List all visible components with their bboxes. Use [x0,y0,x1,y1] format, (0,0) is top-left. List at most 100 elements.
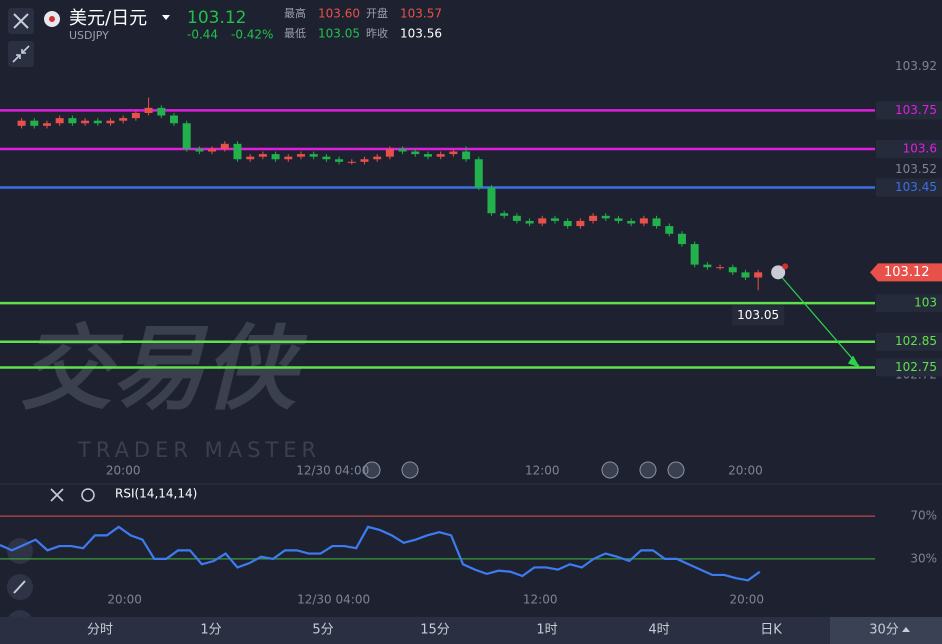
candle-body [487,187,496,214]
low-label: 最低 [284,27,306,40]
toolbar-item[interactable]: 分时 [87,623,113,638]
x-tick-label: 12:00 [523,593,558,607]
candle-body [385,148,394,157]
candle-body [665,226,674,234]
toolbar-caret[interactable] [902,627,910,632]
candle-body [563,220,572,227]
symbol: USDJPY [69,29,109,42]
low-marker-box [732,305,785,326]
high: 103.60 [318,7,360,21]
candle-body [157,107,166,116]
toolbar-item[interactable]: 4时 [648,623,669,638]
candle-body [208,148,217,152]
pair-title[interactable]: 美元/日元 [69,8,147,29]
candle-body [462,151,471,160]
toolbar-item[interactable]: 15分 [420,623,450,638]
candle-body [677,233,686,245]
candle-body [144,107,153,113]
rsi-line [0,525,761,582]
close-button[interactable] [8,8,34,34]
level-label-box [876,358,942,377]
x-tick-label: 20:00 [728,464,763,478]
toolbar-item[interactable]: 5分 [312,623,333,638]
candle-body [690,244,699,265]
change: -0.44 [187,28,218,42]
y-tick-label: 103.52 [895,162,937,176]
candle-body [322,156,331,160]
rsi-settings[interactable] [81,488,95,502]
play-markers [363,461,685,479]
candle-body [93,120,102,124]
candle-body [728,267,737,273]
open: 103.57 [400,7,442,21]
candle-body [233,143,242,160]
level-label: 102.85 [895,334,937,348]
rsi-title: RSI(14,14,14) [115,487,197,501]
candle-body [30,120,39,126]
x-tick-label: 12/30 04:00 [296,464,369,478]
level-label-box [876,101,942,120]
candle-body [284,156,293,160]
candle-body [119,118,128,121]
level-label: 102.75 [895,360,937,374]
candle-body [589,215,598,221]
candle-body [601,215,610,219]
y-tick-label: 30% [910,551,937,565]
level-label: 103.45 [895,180,937,194]
candle-body [525,220,534,224]
level-label: 103 [914,296,937,310]
level-label-box [876,139,942,158]
level-label: 103.6 [903,141,937,155]
candle-body [309,154,318,157]
candle-body [550,218,559,221]
level-label: 103.75 [895,103,937,117]
shrink-button[interactable] [8,41,34,67]
low-marker: 103.05 [737,308,779,322]
rsi-close[interactable] [50,488,64,502]
candle-body [538,218,547,224]
header: 美元/日元 USDJPY 103.12 -0.44 -0.42% 最高 103.… [8,6,442,67]
high-label: 最高 [284,6,306,20]
toolbar-item[interactable]: 30分 [869,623,899,638]
candle-body [169,115,178,124]
candle-body [42,123,51,126]
toolbar-selected [830,617,942,644]
level-label-box [876,178,942,197]
candle-body [652,218,661,227]
last-price: 103.12 [884,265,930,280]
toolbar-item[interactable]: 日K [760,623,782,638]
toolbar [0,617,942,644]
level-label-box [876,332,942,351]
watermark-en: TRADER MASTER [77,438,321,462]
candle-body [131,112,140,119]
candle-body [347,161,356,163]
y-tick-label: 103.92 [895,59,937,73]
candle-body [220,143,229,149]
candle-body [741,272,750,278]
candle-body [436,154,445,157]
x-tick-label: 20:00 [729,593,764,607]
candle-body [246,156,255,160]
candle-body [68,118,77,124]
candle-body [576,220,585,227]
candle-body [373,156,382,160]
candle-body [474,159,483,188]
toolbar-item[interactable]: 1时 [536,623,557,638]
candle-body [106,120,115,124]
prev-label: 昨收 [366,26,388,40]
dropdown-arrow[interactable] [162,15,170,20]
price: 103.12 [187,8,246,28]
toolbar-item[interactable]: 1分 [200,623,221,638]
candle-body [500,213,509,216]
candle-body [423,154,432,157]
level-label-box [876,294,942,313]
last-price-tag [870,263,942,282]
candle-body [754,272,763,278]
candle-body [639,218,648,224]
low: 103.05 [318,27,360,41]
y-tick-label: 70% [910,509,937,523]
x-tick-label: 12/30 04:00 [297,593,370,607]
candle-body [55,118,64,124]
candle-body [449,151,458,155]
